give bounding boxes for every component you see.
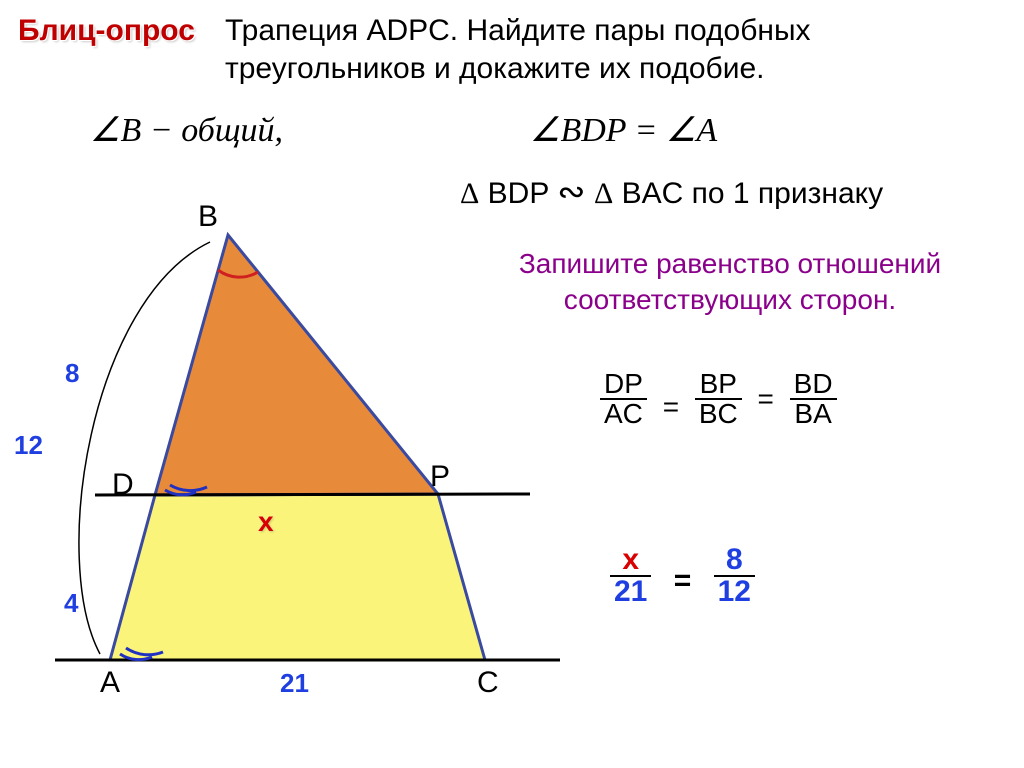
side-21: 21	[280, 668, 309, 699]
label-p: P	[430, 460, 450, 494]
label-a: A	[100, 666, 120, 700]
geometry-diagram	[0, 0, 1024, 768]
side-4: 4	[64, 588, 78, 619]
label-b: B	[198, 200, 218, 234]
line-dp-ext	[95, 494, 530, 495]
label-c: C	[477, 666, 499, 700]
triangle-bdp	[155, 235, 438, 495]
label-x: x	[258, 506, 274, 538]
label-d: D	[112, 468, 134, 502]
trapezoid-adpc	[110, 494, 485, 660]
side-8: 8	[65, 358, 79, 389]
side-12: 12	[14, 430, 43, 461]
